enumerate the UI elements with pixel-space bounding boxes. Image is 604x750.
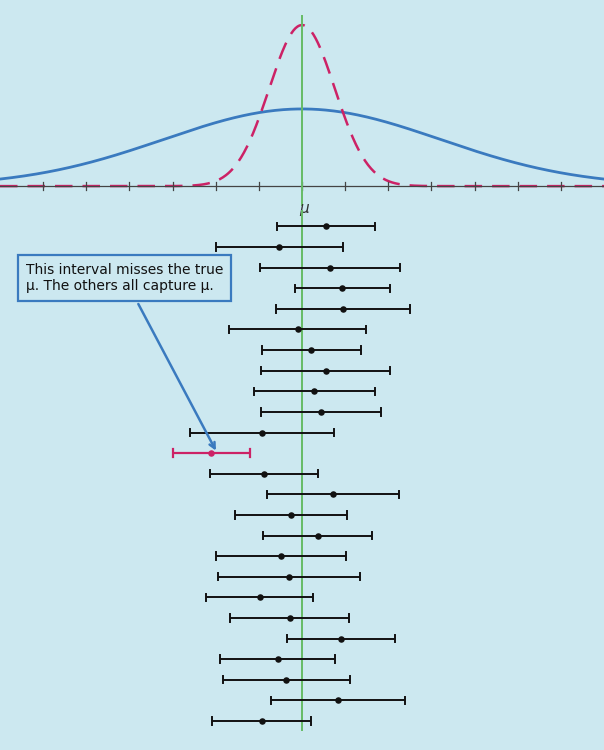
Point [257, 715, 266, 727]
Point [293, 323, 303, 335]
Point [286, 509, 296, 521]
Point [321, 364, 330, 376]
Point [255, 591, 265, 603]
Point [281, 674, 291, 686]
Point [316, 406, 326, 418]
Point [276, 550, 286, 562]
Point [338, 303, 348, 315]
Point [313, 530, 323, 542]
Point [275, 241, 284, 253]
Point [325, 262, 335, 274]
Point [321, 220, 331, 232]
Point [207, 447, 216, 459]
Point [259, 468, 269, 480]
Point [257, 427, 267, 439]
Point [328, 488, 338, 500]
Text: μ: μ [299, 201, 309, 216]
Point [285, 612, 295, 624]
Point [336, 632, 345, 644]
Point [309, 386, 319, 398]
Text: This interval misses the true
μ. The others all capture μ.: This interval misses the true μ. The oth… [26, 263, 223, 448]
Point [284, 571, 294, 583]
Point [307, 344, 316, 356]
Point [273, 653, 283, 665]
Point [333, 694, 343, 706]
Point [338, 282, 347, 294]
